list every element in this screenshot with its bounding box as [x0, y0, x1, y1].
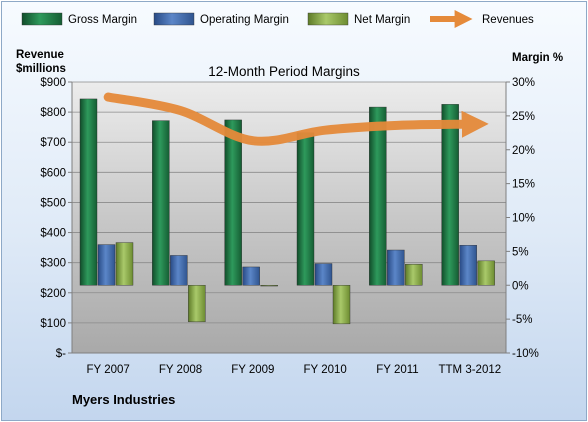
- category-label: FY 2011: [376, 364, 418, 376]
- net-margin-bar: [477, 260, 495, 286]
- left-tick-label: $300: [40, 258, 66, 270]
- company-name: Myers Industries: [72, 392, 175, 407]
- right-tick-label: 5%: [512, 246, 529, 258]
- net-margin-bar: [332, 285, 351, 325]
- left-tick-label: $700: [40, 137, 66, 149]
- net-margin-bar: [115, 242, 134, 286]
- gridlines: [72, 81, 506, 354]
- category-label: FY 2007: [87, 364, 130, 376]
- revenues-line: [103, 92, 489, 146]
- bar-series: [79, 98, 495, 325]
- category-label: FY 2009: [231, 364, 274, 376]
- gross-margin-bar: [441, 104, 459, 286]
- left-tick-label: $900: [40, 77, 66, 89]
- legend-label: Revenues: [482, 14, 534, 26]
- left-axis-label-line2: $millions: [16, 63, 66, 75]
- left-axis-label-line1: Revenue: [16, 49, 64, 61]
- gross-margin-bar: [79, 98, 98, 286]
- operating-margin-bar: [314, 263, 333, 286]
- operating-margin-bar: [387, 249, 405, 286]
- legend-swatch: [153, 12, 195, 26]
- operating-margin-bar: [97, 244, 116, 286]
- legend-label: Gross Margin: [68, 14, 137, 26]
- right-axis-label: Margin %: [512, 52, 563, 64]
- right-tick-label: 20%: [512, 145, 535, 157]
- gross-margin-bar: [224, 119, 242, 286]
- category-label: FY 2010: [304, 364, 347, 376]
- gross-margin-bar: [296, 132, 315, 286]
- net-margin-bar: [405, 264, 423, 286]
- right-tick-label: 10%: [512, 213, 535, 225]
- left-tick-label: $800: [40, 107, 66, 119]
- chart-title: 12-Month Period Margins: [208, 64, 360, 79]
- category-label: TTM 3-2012: [439, 364, 502, 376]
- right-tick-label: 25%: [512, 111, 535, 123]
- operating-margin-bar: [459, 245, 477, 286]
- operating-margin-bar: [170, 255, 188, 286]
- net-margin-bar: [188, 285, 206, 323]
- revenue-line: [103, 92, 489, 146]
- legend-label: Operating Margin: [200, 14, 289, 26]
- left-tick-label: $200: [40, 288, 66, 300]
- left-tick-label: $-: [56, 348, 66, 360]
- left-tick-label: $500: [40, 197, 66, 209]
- right-tick-label: 15%: [512, 179, 535, 191]
- right-tick-label: 30%: [512, 77, 535, 89]
- legend-swatch: [307, 12, 349, 26]
- category-label: FY 2008: [159, 364, 202, 376]
- gross-margin-bar: [369, 106, 387, 286]
- left-tick-label: $600: [40, 167, 66, 179]
- axes: $- $100 $200 $300 $400 $500 $600 $700 $800 $900 -1…: [40, 77, 538, 376]
- operating-margin-bar: [242, 266, 260, 286]
- legend-label: Net Margin: [354, 14, 410, 26]
- right-tick-label: 0%: [512, 280, 529, 292]
- legend-swatch: [21, 12, 63, 26]
- net-margin-bar: [260, 285, 278, 287]
- gross-margin-bar: [152, 120, 170, 286]
- left-tick-label: $400: [40, 228, 66, 240]
- right-tick-label: -10%: [512, 348, 539, 360]
- right-tick-label: -5%: [512, 314, 532, 326]
- legend: Gross Margin Operating Margin Net Margin Re…: [21, 10, 534, 28]
- left-tick-label: $100: [40, 318, 66, 330]
